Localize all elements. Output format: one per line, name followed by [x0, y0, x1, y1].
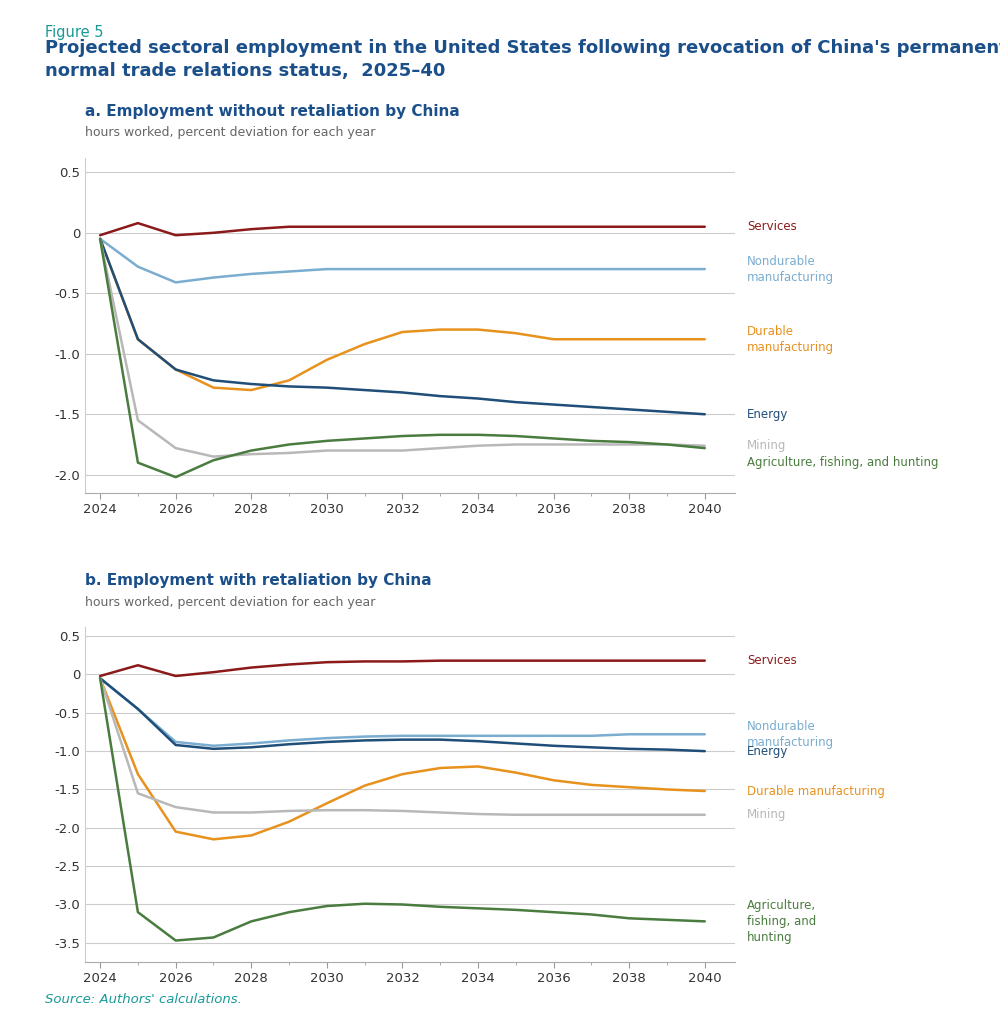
- Text: Projected sectoral employment in the United States following revocation of China: Projected sectoral employment in the Uni…: [45, 39, 1000, 79]
- Text: Services: Services: [747, 220, 797, 233]
- Text: Nondurable
manufacturing: Nondurable manufacturing: [747, 720, 834, 749]
- Text: Mining: Mining: [747, 439, 786, 452]
- Text: Services: Services: [747, 655, 797, 667]
- Text: Agriculture,
fishing, and
hunting: Agriculture, fishing, and hunting: [747, 899, 816, 944]
- Text: Durable
manufacturing: Durable manufacturing: [747, 325, 834, 353]
- Text: Energy: Energy: [747, 408, 788, 420]
- Text: hours worked, percent deviation for each year: hours worked, percent deviation for each…: [85, 596, 375, 609]
- Text: b. Employment with retaliation by China: b. Employment with retaliation by China: [85, 573, 432, 588]
- Text: Nondurable
manufacturing: Nondurable manufacturing: [747, 254, 834, 284]
- Text: hours worked, percent deviation for each year: hours worked, percent deviation for each…: [85, 126, 375, 139]
- Text: Agriculture, fishing, and hunting: Agriculture, fishing, and hunting: [747, 456, 938, 469]
- Text: Figure 5: Figure 5: [45, 25, 104, 41]
- Text: Mining: Mining: [747, 808, 786, 822]
- Text: a. Employment without retaliation by China: a. Employment without retaliation by Chi…: [85, 104, 460, 119]
- Text: Energy: Energy: [747, 744, 788, 757]
- Text: Durable manufacturing: Durable manufacturing: [747, 785, 885, 797]
- Text: Source: Authors' calculations.: Source: Authors' calculations.: [45, 993, 242, 1006]
